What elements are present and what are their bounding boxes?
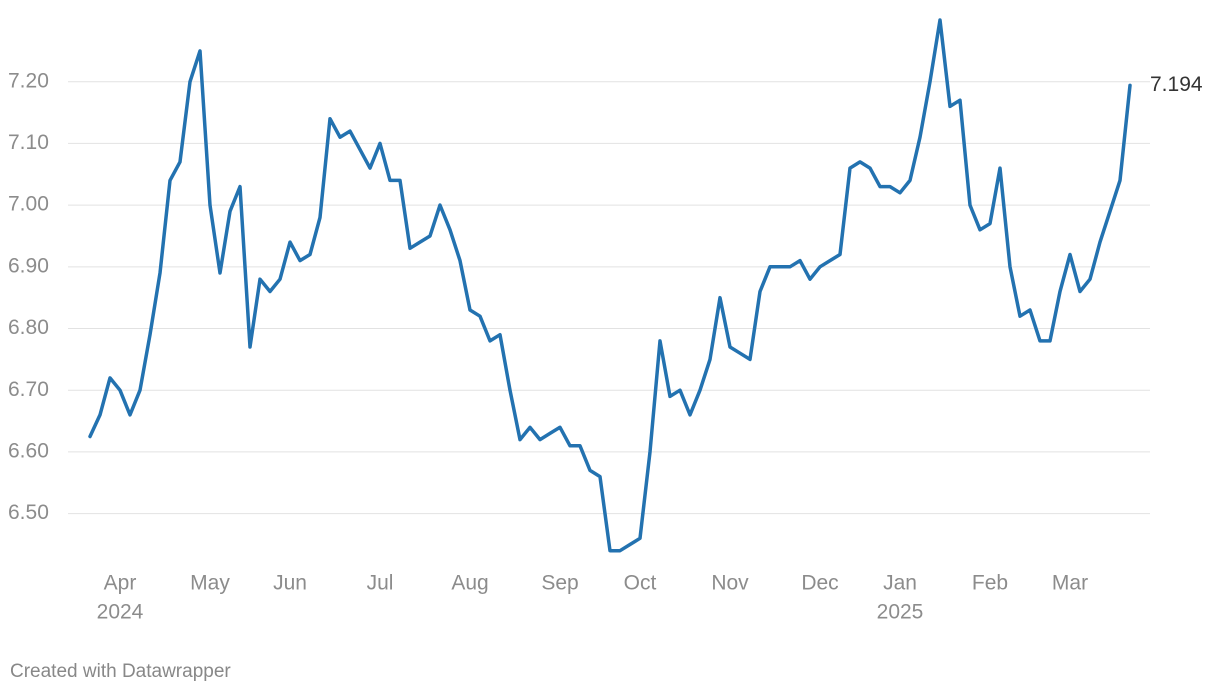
x-tick-label: Nov bbox=[711, 572, 749, 595]
y-tick-label: 7.20 bbox=[8, 69, 49, 92]
y-tick-label: 6.60 bbox=[8, 439, 49, 462]
x-tick-label: Apr bbox=[104, 572, 137, 595]
x-tick-label: May bbox=[190, 572, 230, 595]
y-tick-label: 7.00 bbox=[8, 193, 49, 216]
line bbox=[88, 18, 1132, 553]
x-tick-label: Jan bbox=[883, 572, 917, 595]
credit: Created with Datawrapper bbox=[10, 661, 231, 682]
x-tick-label: Mar bbox=[1052, 572, 1088, 595]
y-tick-label: 6.80 bbox=[8, 316, 49, 339]
y-tick-label: 6.70 bbox=[8, 378, 49, 401]
x-tick-label: Dec bbox=[801, 572, 838, 595]
x-tick-label: Oct bbox=[624, 572, 657, 595]
x-year-label: 2025 bbox=[877, 601, 924, 624]
end-value-label: 7.194 bbox=[1150, 73, 1203, 96]
y-tick-label: 6.50 bbox=[8, 501, 49, 524]
x-tick-label: Sep bbox=[541, 572, 578, 595]
x-tick-label: Feb bbox=[972, 572, 1008, 595]
x-year-label: 2024 bbox=[97, 601, 144, 624]
y-tick-label: 6.90 bbox=[8, 254, 49, 277]
y-tick-label: 7.10 bbox=[8, 131, 49, 154]
x-tick-label: Aug bbox=[451, 572, 488, 595]
x-tick-label: Jun bbox=[273, 572, 307, 595]
x-tick-label: Jul bbox=[367, 572, 394, 595]
